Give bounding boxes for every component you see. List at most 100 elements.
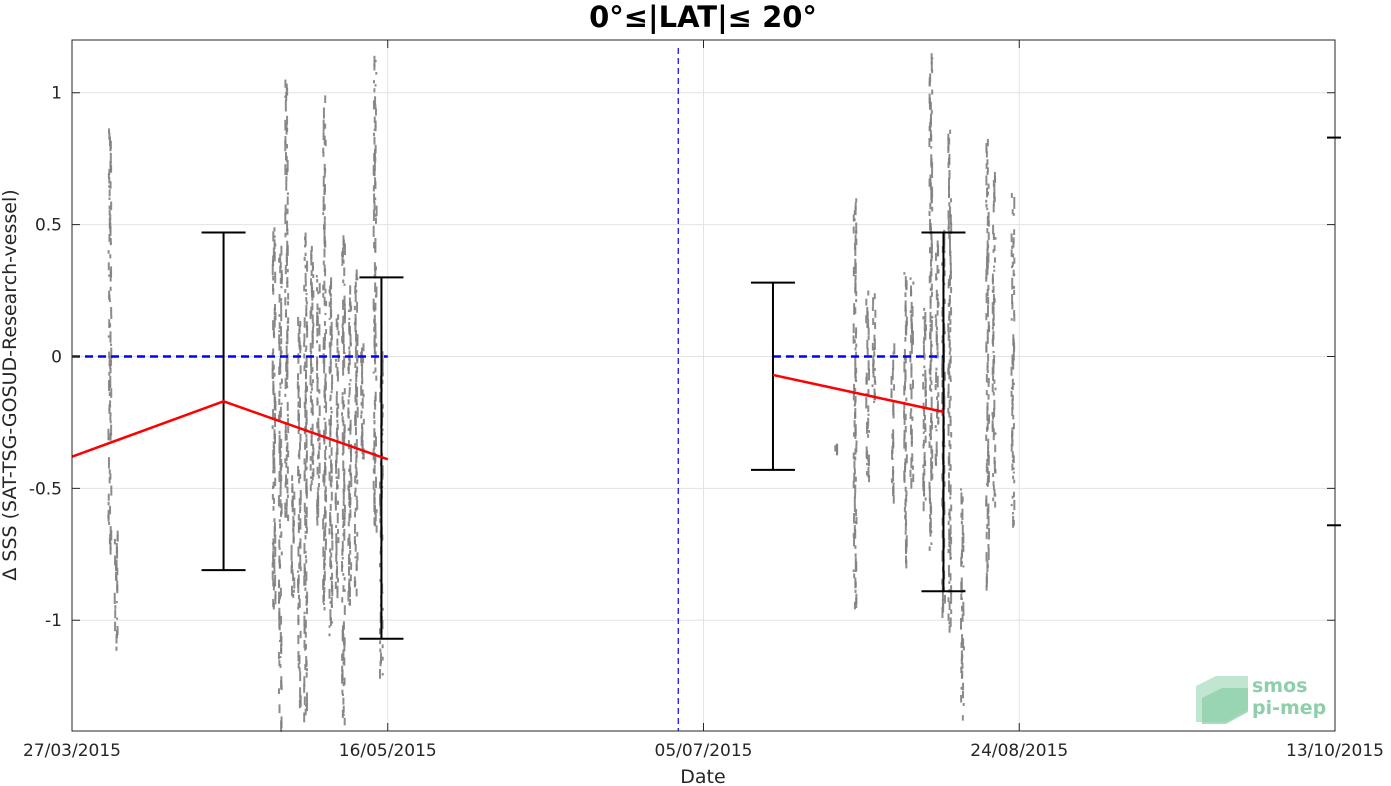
scatter-point <box>986 458 989 463</box>
scatter-point <box>948 440 951 447</box>
scatter-point <box>303 353 306 359</box>
scatter-point <box>1013 289 1016 296</box>
scatter-point <box>310 391 313 394</box>
scatter-point <box>361 364 364 374</box>
scatter-point <box>304 579 307 586</box>
scatter-point <box>330 313 333 317</box>
scatter-point <box>855 291 858 297</box>
scatter-point <box>992 473 995 477</box>
scatter-point <box>922 439 925 446</box>
scatter-point <box>375 375 378 381</box>
scatter-point <box>948 186 951 197</box>
scatter-point <box>374 322 377 331</box>
scatter-point <box>910 301 913 310</box>
scatter-point <box>304 555 307 559</box>
scatter-point <box>1013 314 1016 322</box>
scatter-point <box>305 418 308 425</box>
scatter-point <box>348 533 351 543</box>
scatter-point <box>277 652 280 660</box>
scatter-point <box>108 355 111 367</box>
scatter-points <box>107 53 1016 732</box>
scatter-point <box>949 524 952 535</box>
scatter-point <box>381 351 384 358</box>
scatter-point <box>286 281 289 285</box>
scatter-point <box>278 595 281 600</box>
scatter-point <box>116 584 119 594</box>
axis-ticks: 27/03/2015 16/05/2015 05/07/2015 24/08/2015… <box>23 40 1384 761</box>
scatter-point <box>324 538 327 545</box>
scatter-point <box>328 289 331 293</box>
scatter-point <box>279 587 282 597</box>
scatter-point <box>287 418 290 426</box>
scatter-point <box>930 417 933 424</box>
scatter-point <box>336 585 339 593</box>
scatter-point <box>865 397 868 409</box>
scatter-point <box>353 523 356 534</box>
scatter-point <box>993 460 996 473</box>
scatter-point <box>303 256 306 261</box>
scatter-point <box>297 651 300 662</box>
scatter-point <box>355 588 358 597</box>
scatter-point <box>315 274 318 278</box>
scatter-point <box>336 423 339 430</box>
scatter-point <box>381 379 384 385</box>
scatter-point <box>872 359 875 365</box>
scatter-point <box>318 323 321 336</box>
scatter-point <box>854 529 857 539</box>
scatter-point <box>866 339 869 349</box>
scatter-point <box>278 704 281 714</box>
scatter-point <box>316 515 319 521</box>
scatter-point <box>375 476 378 489</box>
scatter-point <box>373 488 376 496</box>
scatter-point <box>306 385 309 392</box>
scatter-point <box>903 385 906 396</box>
scatter-point <box>986 467 989 475</box>
scatter-point <box>115 601 118 604</box>
scatter-point <box>854 371 857 379</box>
scatter-point <box>949 319 952 325</box>
scatter-point <box>855 299 858 303</box>
scatter-point <box>381 620 384 630</box>
scatter-point <box>292 528 295 533</box>
scatter-point <box>343 589 346 592</box>
scatter-point <box>986 159 989 165</box>
scatter-point <box>854 387 857 392</box>
scatter-point <box>109 286 112 292</box>
scatter-point <box>992 318 995 327</box>
scatter-point <box>904 531 907 535</box>
scatter-point <box>279 450 282 457</box>
scatter-point <box>335 553 338 562</box>
scatter-point <box>1010 443 1013 452</box>
scatter-point <box>107 428 110 441</box>
scatter-point <box>278 366 281 376</box>
scatter-point <box>947 303 950 307</box>
scatter-point <box>335 391 338 396</box>
scatter-point <box>303 676 306 687</box>
scatter-point <box>930 380 933 385</box>
scatter-point <box>278 430 281 434</box>
scatter-point <box>107 436 110 440</box>
scatter-point <box>347 484 350 491</box>
chart-title: 0°≤|LAT|≤ 20° <box>589 0 817 34</box>
scatter-point <box>356 499 359 510</box>
scatter-point <box>299 441 302 451</box>
scatter-point <box>1011 209 1014 215</box>
scatter-point <box>342 279 345 284</box>
scatter-point <box>853 468 856 475</box>
scatter-point <box>931 255 934 258</box>
scatter-point <box>922 344 925 355</box>
scatter-point <box>911 326 914 332</box>
scatter-point <box>284 393 287 397</box>
scatter-point <box>361 444 364 455</box>
scatter-point <box>341 323 344 329</box>
scatter-point <box>323 417 326 421</box>
scatter-point <box>305 506 308 518</box>
scatter-point <box>905 328 908 336</box>
scatter-point <box>304 708 307 716</box>
scatter-point <box>372 371 375 374</box>
scatter-point <box>299 320 302 327</box>
scatter-point <box>993 265 996 268</box>
scatter-point <box>322 578 325 591</box>
scatter-point <box>360 414 363 419</box>
scatter-point <box>854 395 857 403</box>
